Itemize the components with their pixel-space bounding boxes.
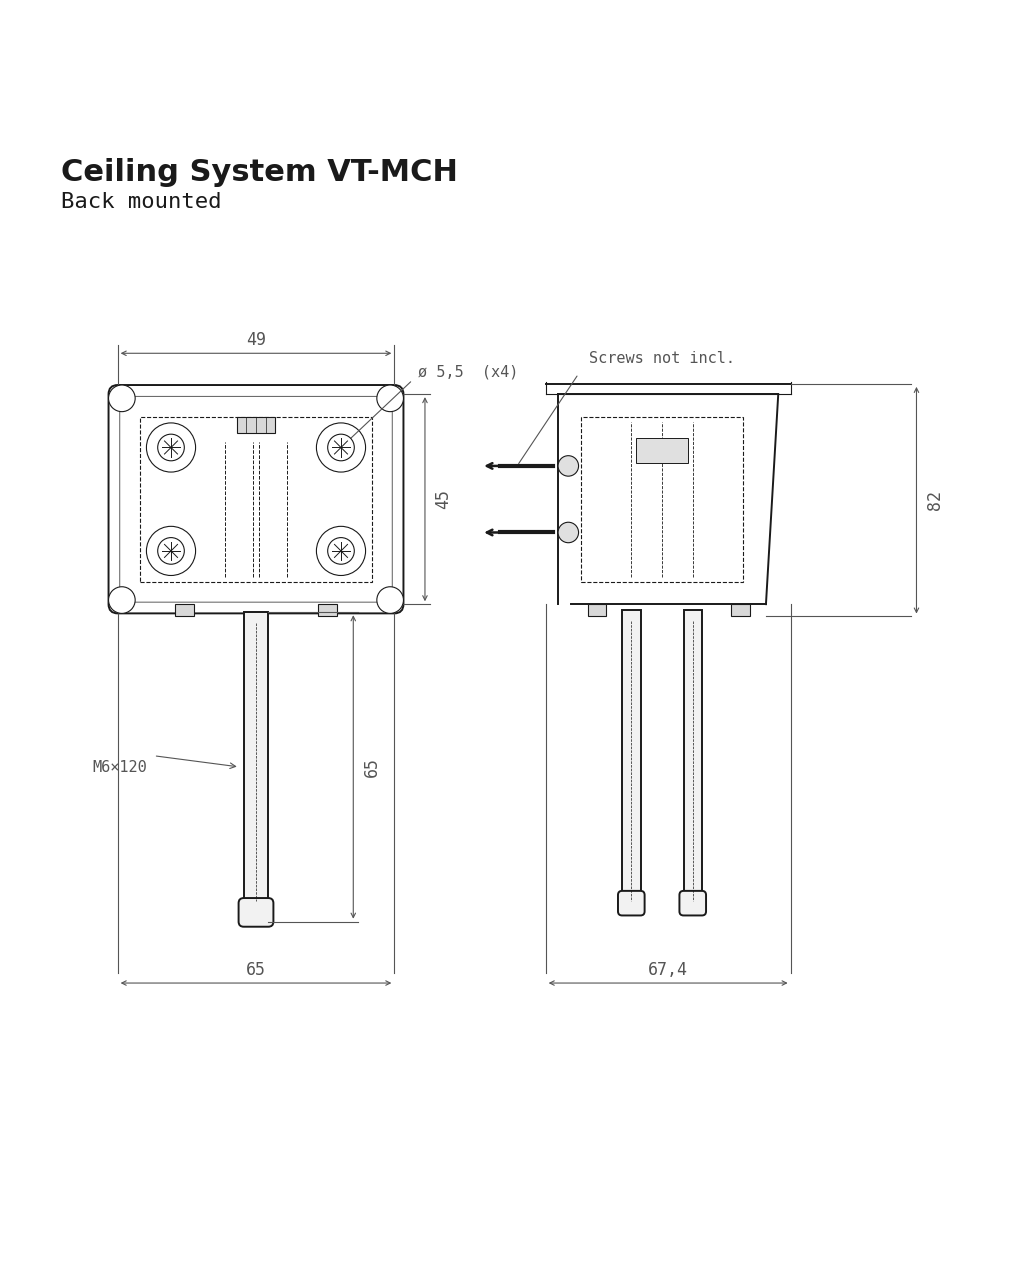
FancyBboxPatch shape [109,385,403,613]
Circle shape [146,422,196,472]
Circle shape [328,538,354,564]
Text: 65: 65 [362,756,381,777]
Circle shape [158,434,184,461]
Text: Screws not incl.: Screws not incl. [589,351,735,366]
FancyBboxPatch shape [239,899,273,927]
Circle shape [158,538,184,564]
Bar [637,438,688,463]
Bar [731,604,750,617]
Bar [588,604,606,617]
Circle shape [558,522,579,543]
Circle shape [377,385,403,412]
Bar [318,604,337,617]
Bar [140,417,372,581]
Bar [623,611,641,899]
Circle shape [558,456,579,476]
Circle shape [377,586,403,613]
Circle shape [109,385,135,412]
Bar [175,604,194,617]
Text: 82: 82 [926,490,944,511]
Text: ø 5,5  (x4): ø 5,5 (x4) [418,365,518,379]
Bar [244,612,268,909]
FancyBboxPatch shape [680,891,707,915]
Circle shape [316,422,366,472]
Bar [581,417,743,581]
Bar [237,417,275,433]
FancyBboxPatch shape [618,891,645,915]
Text: 67,4: 67,4 [648,961,688,979]
Circle shape [328,434,354,461]
Text: M6×120: M6×120 [92,760,146,776]
Circle shape [109,586,135,613]
Text: 45: 45 [434,489,453,509]
Circle shape [316,526,366,576]
Bar [684,611,702,899]
Circle shape [146,526,196,576]
Text: 49: 49 [246,332,266,349]
Text: 65: 65 [246,961,266,979]
Text: Ceiling System VT-MCH: Ceiling System VT-MCH [61,157,459,187]
Text: Back mounted: Back mounted [61,192,222,211]
